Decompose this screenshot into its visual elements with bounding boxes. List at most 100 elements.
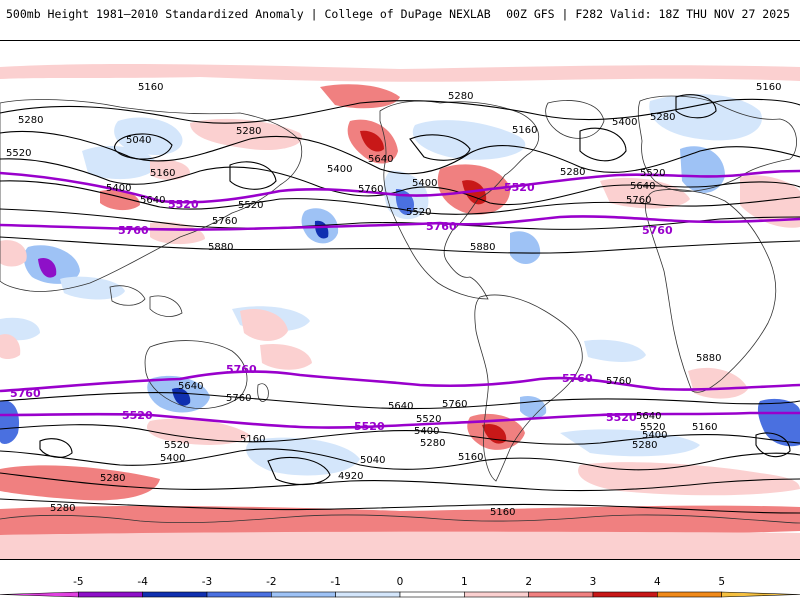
anomaly-area <box>82 145 158 180</box>
colorbar-bin <box>657 591 722 598</box>
reference-label: 5520 <box>504 181 535 194</box>
colorbar-bin <box>142 591 208 598</box>
colorbar-tick-label: 4 <box>654 576 661 588</box>
coastline-antarctica <box>0 514 800 524</box>
height-contour <box>0 180 800 215</box>
anomaly-area <box>757 398 800 447</box>
reference-label: 5760 <box>562 372 593 385</box>
contour-label: 5760 <box>442 399 467 410</box>
contour-label: 5520 <box>6 148 31 159</box>
contour-label: 5520 <box>406 207 431 218</box>
contour-label: 5520 <box>640 168 665 179</box>
contour-label: 5280 <box>236 126 261 137</box>
colorbar-ticks: -5 -4 -3 -2 -1 0 1 2 3 4 5 <box>73 576 725 588</box>
contour-label: 5520 <box>164 440 189 451</box>
colorbar-tick-label: 5 <box>718 576 725 588</box>
contour-label: 5280 <box>100 473 125 484</box>
colorbar: -5 -4 -3 -2 -1 0 1 2 3 4 5 <box>0 570 800 600</box>
contour-label: 5760 <box>606 376 631 387</box>
contour-label: 5160 <box>138 82 163 93</box>
contour-label: 5160 <box>692 422 717 433</box>
anomaly-area <box>150 159 190 180</box>
anomaly-area <box>560 429 700 457</box>
height-contour <box>0 392 800 410</box>
reference-label: 5760 <box>426 220 457 233</box>
reference-contour-5760 <box>0 215 800 231</box>
anomaly-area <box>146 418 250 445</box>
contour-label: 5280 <box>420 438 445 449</box>
contour-label: 5760 <box>226 393 251 404</box>
colorbar-bin <box>206 591 272 598</box>
contour-label: 5640 <box>140 195 165 206</box>
contour-label: 5400 <box>612 117 637 128</box>
contour-label: 5400 <box>327 164 352 175</box>
colorbar-bin <box>464 591 529 598</box>
contour-label: 5400 <box>414 426 439 437</box>
colorbar-bin <box>0 591 79 598</box>
contour-label: 5160 <box>458 452 483 463</box>
height-contour <box>0 158 800 206</box>
contour-label: 5280 <box>50 503 75 514</box>
contour-label: 5160 <box>756 82 781 93</box>
contour-label: 5400 <box>412 178 437 189</box>
contour-label: 5280 <box>650 112 675 123</box>
anomaly-shading <box>0 63 800 559</box>
contour-label: 5640 <box>368 154 393 165</box>
contour-label: 5040 <box>360 455 385 466</box>
contour-label: 5280 <box>448 91 473 102</box>
colorbar-tick-label: 1 <box>461 576 468 588</box>
reference-label: 5760 <box>642 224 673 237</box>
reference-label: 5520 <box>354 420 385 433</box>
contour-label: 4920 <box>338 471 363 482</box>
coastline-maritime <box>109 285 183 317</box>
anomaly-area <box>412 120 526 160</box>
anomaly-area <box>190 118 302 151</box>
contour-label: 5040 <box>126 135 151 146</box>
contour-label: 5640 <box>630 181 655 192</box>
coastline-greenland <box>545 100 605 139</box>
height-contour <box>409 134 471 161</box>
reference-label: 5760 <box>226 363 257 376</box>
contour-label: 5640 <box>388 401 413 412</box>
colorbar-tick-label: 3 <box>590 576 597 588</box>
coastline-asia <box>0 99 303 292</box>
height-contour <box>579 127 627 162</box>
anomaly-area <box>482 423 507 444</box>
anomaly-area <box>60 276 125 300</box>
anomaly-area <box>0 63 800 82</box>
coastline-south-america <box>474 294 583 482</box>
map-panel[interactable]: 5160 5280 5040 5280 5520 5160 5400 5640 … <box>0 40 800 560</box>
reference-contours <box>0 169 800 429</box>
height-contour <box>0 236 800 254</box>
height-contour <box>267 456 331 486</box>
map-title: 500mb Height 1981–2010 Standardized Anom… <box>6 7 491 21</box>
anomaly-area <box>320 84 400 109</box>
height-contour <box>0 98 800 124</box>
anomaly-area <box>688 367 748 399</box>
anomaly-area <box>510 231 541 264</box>
anomaly-area <box>0 465 160 501</box>
anomaly-area <box>114 117 183 156</box>
anomaly-area <box>0 317 40 341</box>
header: 500mb Height 1981–2010 Standardized Anom… <box>0 0 800 26</box>
anomaly-map[interactable]: 5160 5280 5040 5280 5520 5160 5400 5640 … <box>0 41 800 559</box>
colorbar-tick-label: -4 <box>137 576 148 588</box>
colorbar-bin <box>335 591 401 598</box>
anomaly-area <box>584 339 646 362</box>
contour-label: 5160 <box>512 125 537 136</box>
colorbar-tick-label: 2 <box>525 576 532 588</box>
colorbar-bin <box>721 591 800 598</box>
anomaly-area <box>0 531 800 559</box>
contour-label: 5880 <box>696 353 721 364</box>
contour-label: 5880 <box>470 242 495 253</box>
reference-label: 5760 <box>10 387 41 400</box>
colorbar-bin <box>271 591 336 598</box>
contour-label: 5520 <box>416 414 441 425</box>
height-contour <box>0 498 800 514</box>
height-contour <box>0 448 800 471</box>
contour-label: 5640 <box>178 381 203 392</box>
anomaly-area <box>38 257 57 278</box>
anomaly-area <box>240 309 288 341</box>
anomaly-area <box>0 400 20 444</box>
reference-contour-5520 <box>0 169 800 204</box>
